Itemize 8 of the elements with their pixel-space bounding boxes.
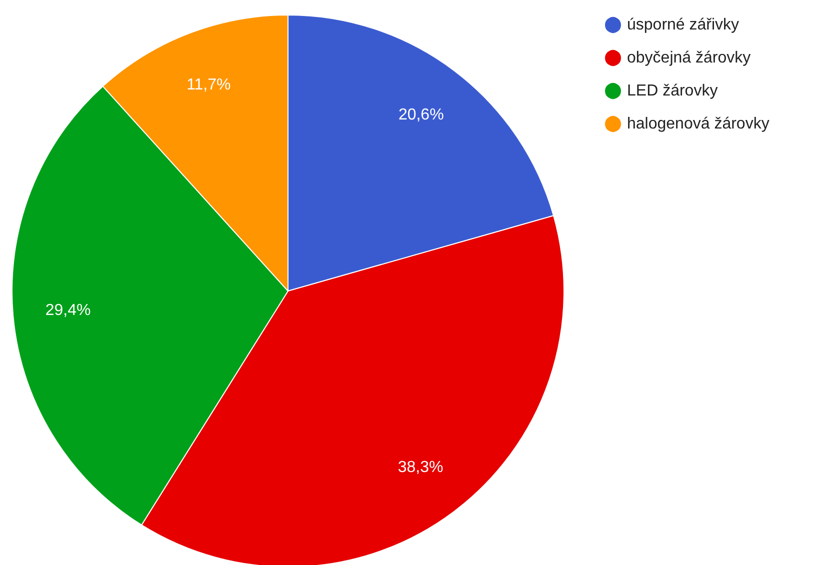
legend-label: halogenová žárovky — [627, 116, 770, 132]
legend-label: obyčejná žárovky — [627, 50, 751, 66]
data-label: 20,6% — [398, 106, 444, 124]
data-label: 11,7% — [186, 76, 231, 94]
legend-label: LED žárovky — [627, 82, 718, 100]
data-label: 38,3% — [398, 459, 444, 476]
data-label: 29,4% — [45, 302, 91, 319]
legend-label: úsporné zářivky — [627, 16, 740, 34]
